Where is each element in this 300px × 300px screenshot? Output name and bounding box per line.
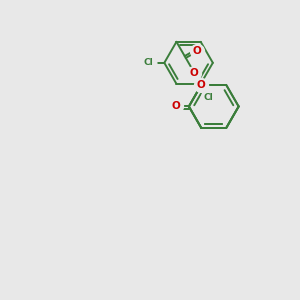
Text: Cl: Cl <box>204 93 214 102</box>
Text: O: O <box>190 68 199 78</box>
Text: O: O <box>197 80 206 90</box>
Text: O: O <box>193 46 202 56</box>
Text: O: O <box>171 101 180 112</box>
Text: Cl: Cl <box>143 58 153 67</box>
